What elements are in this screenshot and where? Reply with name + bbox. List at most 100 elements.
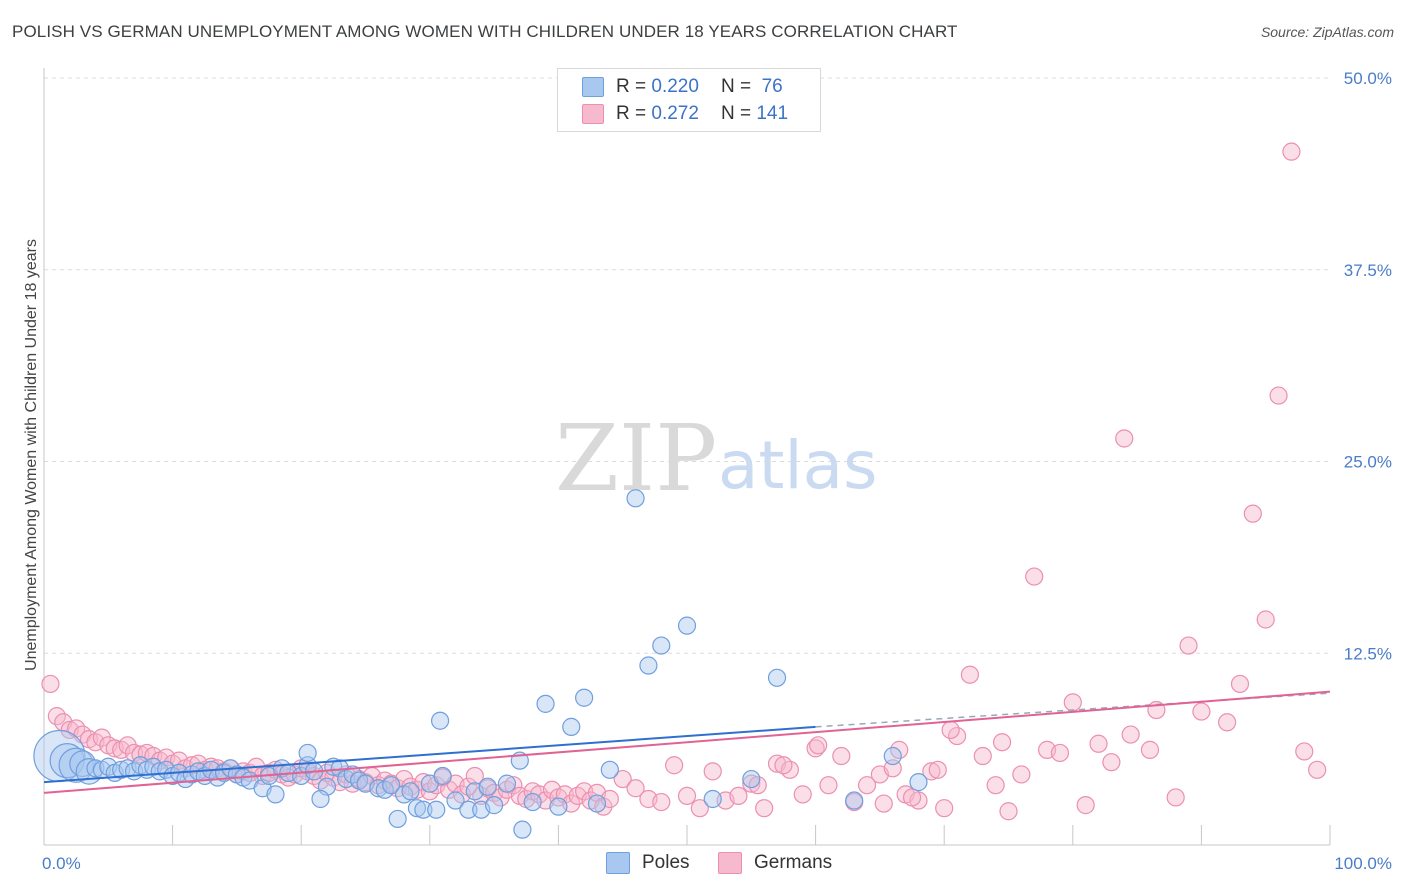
poles-point <box>600 760 619 779</box>
poles-point <box>266 785 285 804</box>
germans-point <box>774 756 793 775</box>
legend-item-germans[interactable]: Germans <box>718 852 832 874</box>
germans-point <box>960 665 980 684</box>
poles-point <box>742 769 761 789</box>
poles-trend-line <box>43 725 816 784</box>
poles-point <box>446 791 465 810</box>
poles-point <box>58 747 94 783</box>
germans-legend-label: Germans <box>754 852 833 873</box>
germans-point <box>41 674 60 694</box>
germans-point <box>729 786 748 806</box>
germans-point <box>1025 567 1044 586</box>
poles-legend-label: Poles <box>642 852 690 873</box>
y-tick-label: 25.0% <box>1344 453 1392 472</box>
germans-point <box>1179 636 1198 655</box>
poles-point <box>497 774 517 793</box>
poles-point <box>767 668 787 687</box>
watermark-atlas: atlas <box>718 427 878 504</box>
poles-point <box>414 800 433 819</box>
x-tick-label: 100.0% <box>1334 854 1392 873</box>
poles-point <box>427 800 446 819</box>
poles-point <box>388 809 407 829</box>
germans-swatch <box>582 104 604 124</box>
germans-point <box>857 776 877 795</box>
germans-point <box>809 736 828 755</box>
y-tick-label: 37.5% <box>1344 261 1392 280</box>
germans-point <box>1050 743 1070 763</box>
germans-point <box>1089 734 1108 753</box>
germans-point <box>941 720 960 740</box>
poles-point <box>536 694 555 713</box>
germans-point <box>1282 142 1301 161</box>
germans-point <box>1076 796 1095 815</box>
germans-point <box>459 777 478 796</box>
legend-r-label: R = <box>616 76 647 97</box>
poles-point <box>430 711 450 730</box>
y-tick-label: 12.5% <box>1344 644 1392 663</box>
poles-point <box>703 789 722 809</box>
germans-point <box>1230 674 1250 694</box>
poles-point <box>49 743 85 779</box>
legend-n-label: N = <box>720 76 752 97</box>
germans-point <box>832 746 851 766</box>
germans-point <box>665 756 684 775</box>
y-axis-label: Unemployment Among Women with Children U… <box>23 239 40 671</box>
poles-point <box>382 776 401 795</box>
germans-point <box>1243 504 1262 523</box>
germans-point <box>613 769 632 789</box>
germans-point <box>1192 702 1211 721</box>
tick-labels: 12.5% 25.0% 37.5% 50.0% 0.0% 100.0% <box>42 69 1392 873</box>
poles-point <box>298 743 317 763</box>
correlation-legend: R = 0.220 N = 76 R = 0.272 N = 141 <box>557 68 821 132</box>
legend-item-poles[interactable]: Poles <box>606 852 690 874</box>
poles-point <box>562 717 581 736</box>
germans-point <box>1115 429 1134 448</box>
poles-point <box>433 766 452 786</box>
poles-point <box>485 796 504 815</box>
poles-point <box>459 800 478 819</box>
trend-lines <box>43 690 1331 794</box>
germans-point <box>999 802 1018 821</box>
y-tick-label: 50.0% <box>1344 69 1392 88</box>
germans-point <box>1269 386 1288 405</box>
axes <box>43 68 1331 846</box>
poles-points <box>33 489 928 839</box>
germans-point <box>1218 713 1237 732</box>
legend-r-label: R = <box>616 103 647 124</box>
poles-point <box>652 636 671 655</box>
poles-point <box>549 797 568 816</box>
poles-swatch <box>582 77 604 97</box>
germans-point <box>1102 753 1121 772</box>
germans-point <box>703 762 722 781</box>
poles-point <box>845 791 864 810</box>
germans-legend-swatch <box>718 852 742 874</box>
legend-r-value: 0.220 <box>651 76 699 97</box>
germans-point <box>928 760 947 779</box>
poles-point <box>407 799 427 818</box>
germans-point <box>973 746 992 766</box>
germans-point <box>1308 760 1327 779</box>
germans-point <box>780 760 799 779</box>
germans-point <box>1063 693 1082 712</box>
poles-legend-swatch <box>606 852 630 874</box>
poles-point <box>375 780 394 799</box>
poles-point <box>575 688 594 707</box>
legend-n-value: 76 <box>761 76 783 97</box>
poles-point <box>883 746 902 766</box>
germans-point <box>1012 765 1031 784</box>
poles-point <box>311 789 330 809</box>
legend-r-value: 0.272 <box>651 103 699 124</box>
poles-point <box>513 820 532 839</box>
germans-trend-line <box>43 690 1331 794</box>
germans-point <box>986 776 1005 795</box>
watermark: ZIP atlas <box>555 405 878 512</box>
germans-point <box>922 762 941 781</box>
germans-point <box>504 776 523 795</box>
watermark-zip: ZIP <box>555 405 717 512</box>
x-tick-label: 0.0% <box>42 854 81 873</box>
poles-point <box>677 616 697 635</box>
germans-point <box>902 788 922 807</box>
legend-n-value: 141 <box>756 103 789 124</box>
chart-title: POLISH VS GERMAN UNEMPLOYMENT AMONG WOME… <box>12 22 958 41</box>
